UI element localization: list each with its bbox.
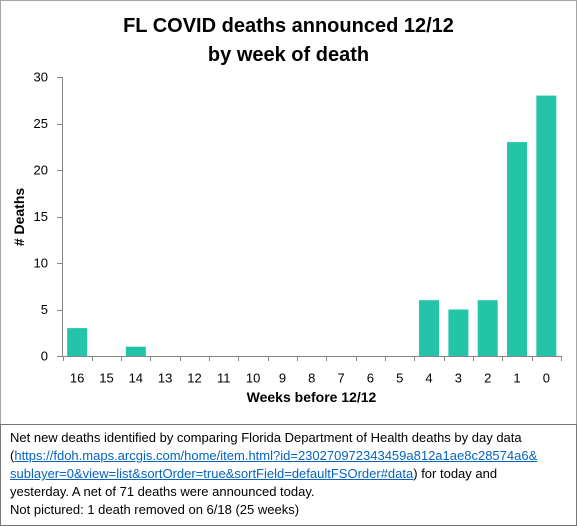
bar-week-16 <box>67 328 88 356</box>
note-text-before-link: Net new deaths identified by comparing F… <box>10 430 522 463</box>
x-tick-label-0: 0 <box>543 371 550 386</box>
y-axis-title: # Deaths <box>11 188 27 247</box>
bar-week-4 <box>419 300 440 356</box>
x-tick-label-3: 3 <box>455 371 462 386</box>
x-axis-ticks: 16 15 14 13 12 11 10 9 8 7 6 5 4 3 2 1 0 <box>63 356 562 386</box>
x-tick-label-12: 12 <box>187 371 201 386</box>
bar-series <box>67 95 557 356</box>
chart: FL COVID deaths announced 12/12 by week … <box>0 0 577 425</box>
bar-week-0 <box>536 95 557 356</box>
bar-week-2 <box>477 300 498 356</box>
x-tick-label-8: 8 <box>308 371 315 386</box>
note-text-after-link: ) for today and yesterday. A net of 71 d… <box>10 466 498 499</box>
x-tick-label-5: 5 <box>396 371 403 386</box>
x-tick-label-10: 10 <box>246 371 260 386</box>
bar-week-3 <box>448 309 469 356</box>
y-tick-label-30: 30 <box>34 70 48 85</box>
x-tick-label-6: 6 <box>367 371 374 386</box>
bar-week-1 <box>507 142 528 356</box>
y-tick-label-25: 25 <box>34 116 48 131</box>
x-tick-label-9: 9 <box>279 371 286 386</box>
x-tick-label-13: 13 <box>158 371 172 386</box>
source-data-link[interactable]: https://fdoh.maps.arcgis.com/home/item.h… <box>10 448 538 481</box>
x-tick-label-11: 11 <box>217 371 231 386</box>
x-tick-label-14: 14 <box>129 371 143 386</box>
x-tick-label-15: 15 <box>99 371 113 386</box>
y-tick-label-10: 10 <box>34 256 48 271</box>
chart-title-container: FL COVID deaths announced 12/12 by week … <box>0 12 577 70</box>
y-tick-label-20: 20 <box>34 163 48 178</box>
x-tick-label-1: 1 <box>513 371 520 386</box>
bar-week-14 <box>125 346 146 356</box>
chart-title: FL COVID deaths announced 12/12 by week … <box>123 15 454 66</box>
note-text: Net new deaths identified by comparing F… <box>10 429 546 501</box>
x-tick-label-16: 16 <box>70 371 84 386</box>
y-tick-label-0: 0 <box>41 349 48 364</box>
y-axis-ticks: 0 5 10 15 20 25 30 <box>34 70 63 364</box>
note-box: Net new deaths identified by comparing F… <box>0 424 577 526</box>
y-tick-label-5: 5 <box>41 302 48 317</box>
x-tick-label-4: 4 <box>425 371 432 386</box>
y-tick-label-15: 15 <box>34 209 48 224</box>
x-axis-title: Weeks before 12/12 <box>247 389 377 405</box>
note-footnote: Not pictured: 1 death removed on 6/18 (2… <box>10 502 300 517</box>
x-tick-label-7: 7 <box>337 371 344 386</box>
x-tick-label-2: 2 <box>484 371 491 386</box>
